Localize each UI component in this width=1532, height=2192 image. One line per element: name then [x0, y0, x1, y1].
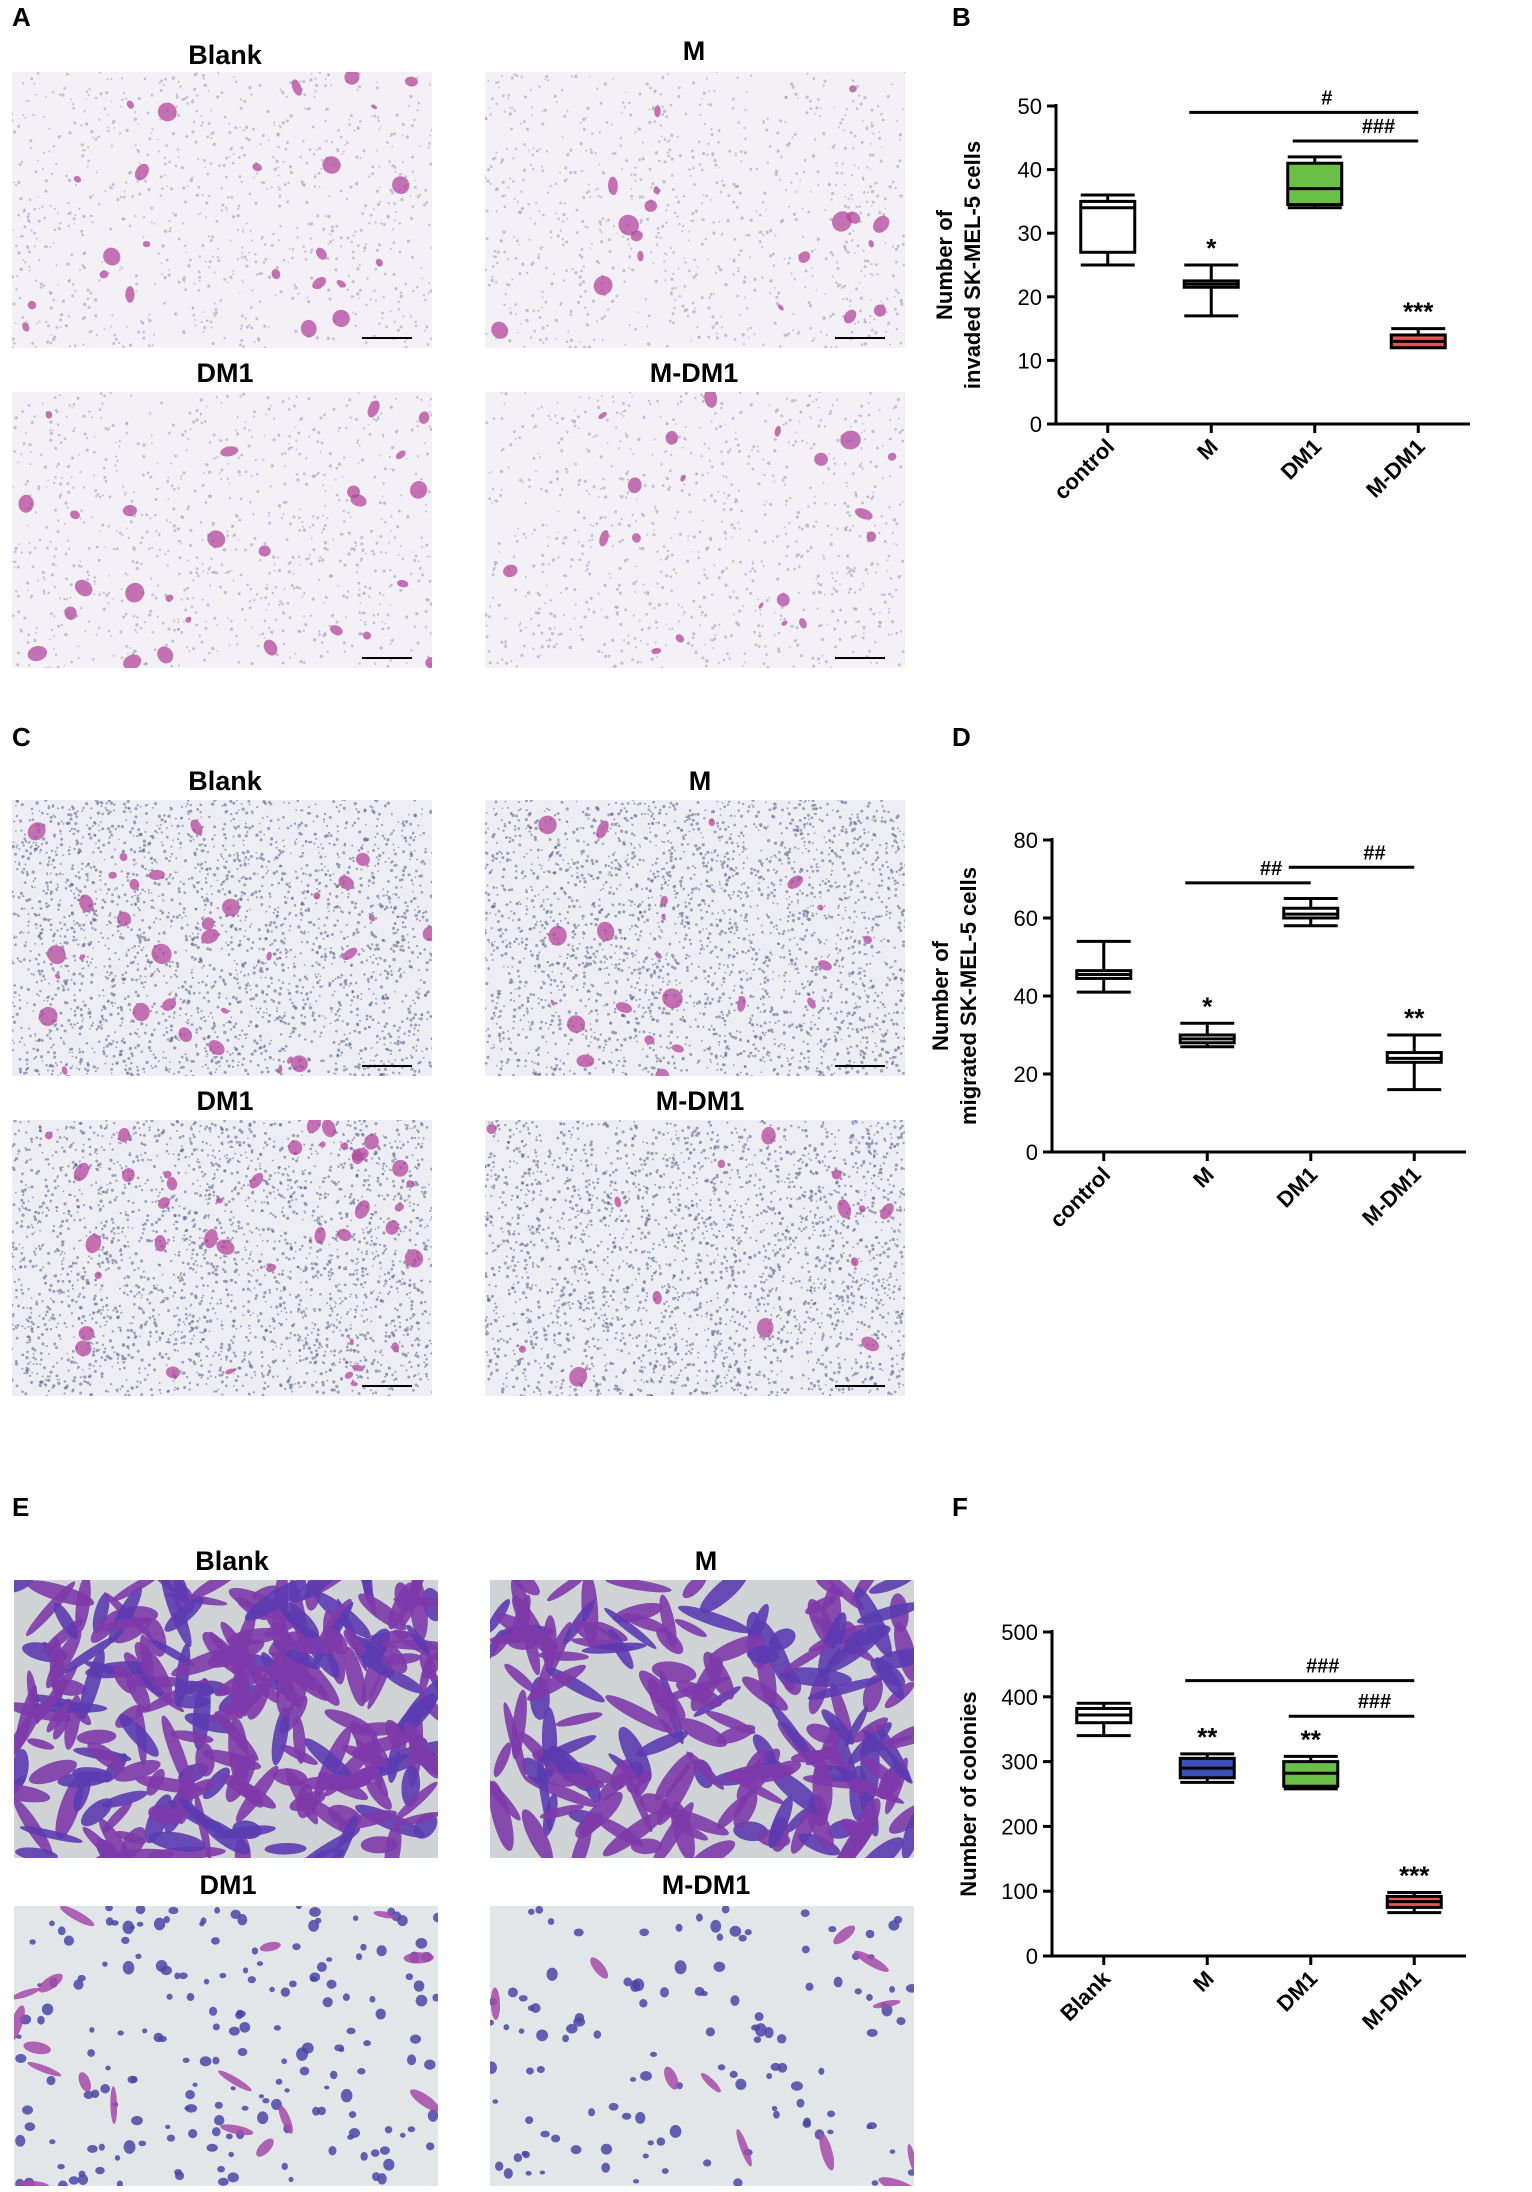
x-tick-label: Blank: [1055, 1965, 1116, 2026]
box: [1075, 969, 1133, 980]
x-tick-label: M-DM1: [1361, 434, 1430, 503]
comparison-label: ###: [1358, 1691, 1391, 1713]
panel-letter-c: C: [12, 722, 31, 752]
box: [1385, 1051, 1443, 1064]
micrograph-a-blank: [12, 72, 432, 348]
x-tick-label: M: [1192, 434, 1223, 465]
significance-marker: *: [1202, 991, 1213, 1021]
significance-marker: *: [1206, 233, 1217, 263]
y-tick-label: 10: [1018, 348, 1042, 373]
y-tick-label: 200: [1001, 1814, 1038, 1839]
y-tick-label: 0: [1026, 1140, 1038, 1165]
comparison-label: #: [1321, 87, 1332, 109]
micrograph-title-a-blank: Blank: [188, 40, 262, 70]
y-axis-label: invaded SK-MEL-5 cells: [960, 141, 985, 389]
box: [1182, 279, 1240, 289]
y-axis-label: Number of: [932, 209, 957, 320]
comparison-label: ##: [1260, 858, 1282, 880]
y-tick-label: 30: [1018, 221, 1042, 246]
micrograph-title-e-blank: Blank: [195, 1546, 269, 1576]
x-tick-label: M-DM1: [1357, 1162, 1426, 1231]
micrograph-e-m: [490, 1580, 914, 1858]
micrograph-e-blank: [14, 1580, 438, 1858]
micrograph-e-mdm1: [490, 1906, 914, 2186]
micrograph-title-c-blank: Blank: [188, 766, 262, 796]
x-tick-label: M: [1188, 1966, 1219, 1997]
x-tick-label: control: [1049, 434, 1119, 504]
micrograph-title-c-dm1: DM1: [196, 1086, 254, 1116]
significance-marker: **: [1301, 1724, 1322, 1754]
micrograph-title-e-dm1: DM1: [199, 1870, 257, 1900]
micrograph-a-m: [485, 72, 905, 348]
panel-letter-a: A: [12, 2, 31, 32]
box: [1079, 199, 1137, 254]
box: [1178, 1033, 1236, 1045]
y-tick-label: 100: [1001, 1879, 1038, 1904]
micrograph-title-a-mdm1: M-DM1: [649, 358, 739, 388]
micrograph-title-e-m: M: [694, 1546, 718, 1576]
box: [1075, 1706, 1133, 1725]
box: [1178, 1756, 1236, 1780]
box: [1282, 1760, 1340, 1788]
panel-letter-e: E: [12, 1492, 30, 1522]
significance-marker: **: [1197, 1722, 1218, 1752]
box: [1385, 1894, 1443, 1909]
x-tick-label: M: [1188, 1162, 1219, 1193]
x-tick-label: M-DM1: [1357, 1966, 1426, 2035]
y-axis-label: Number of colonies: [956, 1691, 981, 1896]
y-tick-label: 20: [1014, 1062, 1038, 1087]
significance-marker: ***: [1399, 1860, 1430, 1890]
micrograph-e-dm1: [14, 1906, 438, 2186]
micrograph-title-e-mdm1: M-DM1: [661, 1870, 751, 1900]
micrograph-c-dm1: [12, 1120, 432, 1396]
micrograph-title-a-m: M: [682, 36, 706, 66]
y-axis-label: migrated SK-MEL-5 cells: [956, 867, 981, 1125]
box: [1389, 333, 1447, 350]
y-tick-label: 60: [1014, 906, 1038, 931]
significance-marker: ***: [1403, 297, 1434, 327]
significance-marker: **: [1404, 1003, 1425, 1033]
y-tick-label: 50: [1018, 94, 1042, 119]
micrograph-title-c-mdm1: M-DM1: [655, 1086, 745, 1116]
micrograph-a-mdm1: [485, 392, 905, 668]
box: [1282, 906, 1340, 920]
y-tick-label: 80: [1014, 828, 1038, 853]
micrograph-c-mdm1: [485, 1120, 905, 1396]
x-tick-label: control: [1045, 1162, 1115, 1232]
y-tick-label: 300: [1001, 1750, 1038, 1775]
comparison-label: ###: [1362, 116, 1395, 138]
box: [1286, 161, 1344, 207]
x-tick-label: DM1: [1272, 1162, 1323, 1213]
micrograph-title-c-m: M: [688, 766, 712, 796]
y-tick-label: 400: [1001, 1685, 1038, 1710]
y-tick-label: 500: [1001, 1620, 1038, 1645]
comparison-label: ##: [1363, 842, 1385, 864]
micrograph-title-a-dm1: DM1: [196, 358, 254, 388]
y-axis-label: Number of: [928, 940, 953, 1051]
x-tick-label: DM1: [1276, 434, 1327, 485]
panel-letter-b: B: [952, 2, 971, 32]
micrograph-c-blank: [12, 800, 432, 1076]
panel-letter-d: D: [952, 722, 971, 752]
y-tick-label: 20: [1018, 285, 1042, 310]
micrograph-c-m: [485, 800, 905, 1076]
comparison-label: ###: [1306, 1656, 1339, 1678]
y-tick-label: 40: [1018, 158, 1042, 183]
y-tick-label: 0: [1026, 1944, 1038, 1969]
y-tick-label: 0: [1030, 412, 1042, 437]
y-tick-label: 40: [1014, 984, 1038, 1009]
x-tick-label: DM1: [1272, 1966, 1323, 2017]
micrograph-a-dm1: [12, 392, 432, 668]
panel-letter-f: F: [952, 1492, 968, 1522]
